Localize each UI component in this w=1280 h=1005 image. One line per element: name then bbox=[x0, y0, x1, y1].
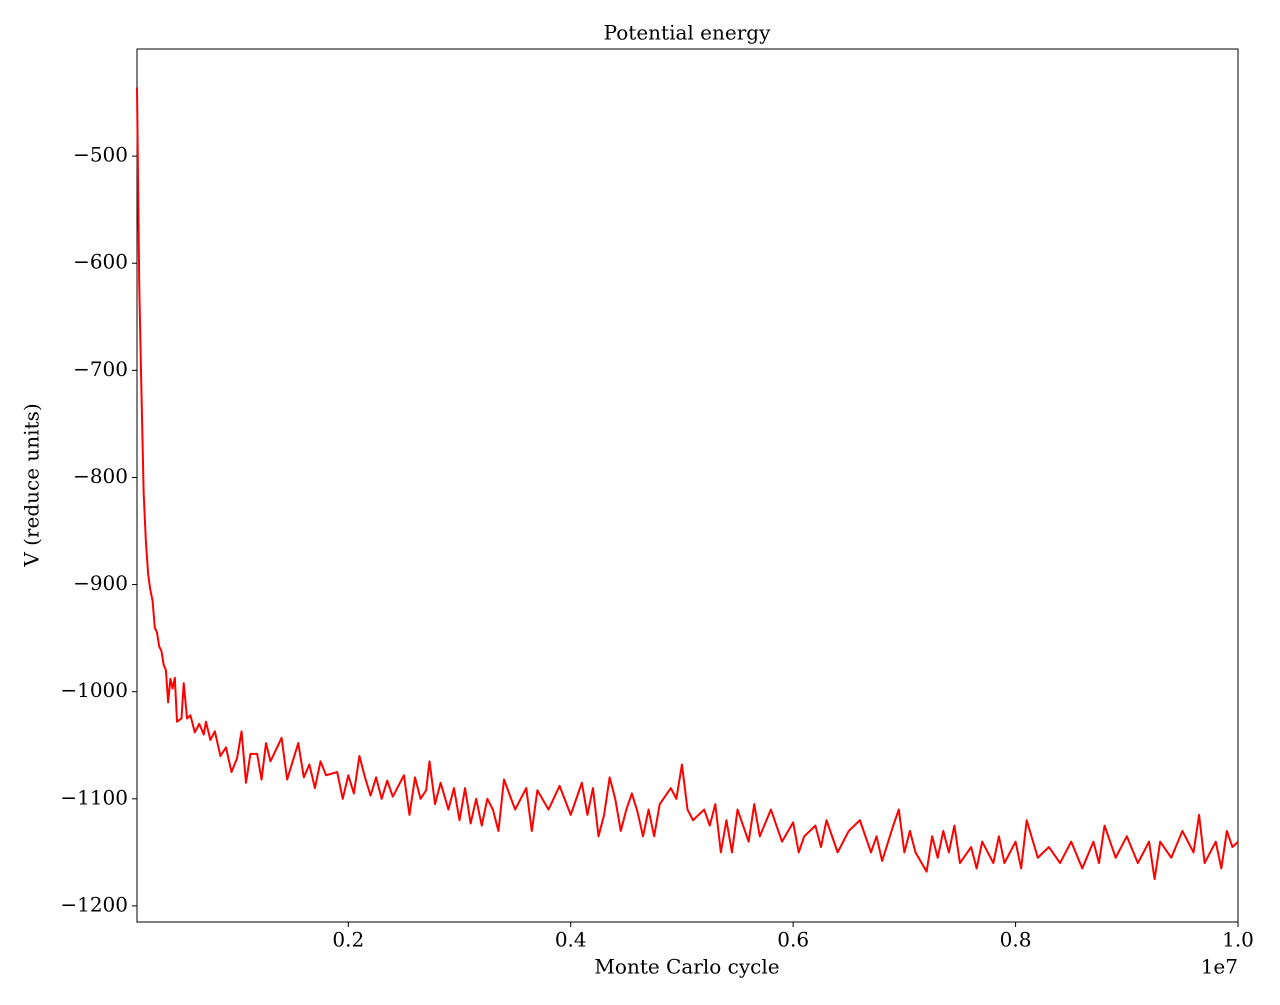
y-axis-label: V (reduce units) bbox=[20, 403, 44, 567]
y-tick-label: −1100 bbox=[60, 785, 128, 809]
y-tick-label: −900 bbox=[73, 571, 128, 595]
x-tick-label: 0.4 bbox=[555, 928, 587, 952]
data-line bbox=[136, 87, 1239, 881]
y-tick-label: −600 bbox=[73, 250, 128, 274]
x-axis-label: Monte Carlo cycle bbox=[594, 955, 779, 979]
x-tick-label: 0.8 bbox=[1000, 928, 1032, 952]
plot-frame bbox=[136, 48, 1239, 923]
y-tick-label: −500 bbox=[73, 143, 128, 167]
chart-title: Potential energy bbox=[604, 21, 771, 45]
y-tick-label: −800 bbox=[73, 464, 128, 488]
x-tick-label: 0.2 bbox=[332, 928, 364, 952]
x-offset-label: 1e7 bbox=[1201, 955, 1238, 979]
x-tick-label: 0.6 bbox=[777, 928, 809, 952]
y-tick-label: −1000 bbox=[60, 678, 128, 702]
x-tick-label: 1.0 bbox=[1222, 928, 1254, 952]
y-tick-label: −700 bbox=[73, 357, 128, 381]
y-tick-label: −1200 bbox=[60, 892, 128, 916]
